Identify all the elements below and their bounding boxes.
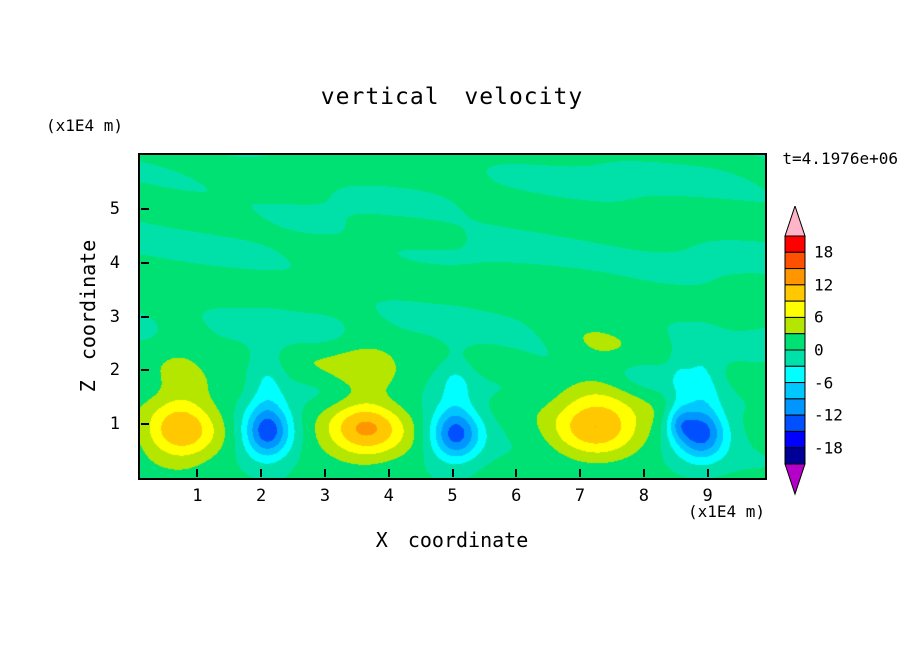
colorbar-segment bbox=[784, 284, 806, 302]
x-tick-label: 8 bbox=[638, 486, 649, 506]
x-tick-label: 9 bbox=[702, 486, 713, 506]
colorbar-segment bbox=[784, 382, 806, 400]
x-tick-label: 5 bbox=[447, 486, 458, 506]
y-tick-label: 4 bbox=[109, 252, 120, 273]
x-tick-mark bbox=[260, 469, 263, 477]
chart-title: vertical velocity bbox=[320, 84, 584, 110]
y-axis-title: Z coordinate bbox=[76, 239, 100, 393]
colorbar-label: -6 bbox=[814, 373, 834, 393]
x-axis-unit-label: (x1E4 m) bbox=[688, 502, 766, 521]
colorbar-label: -18 bbox=[814, 438, 843, 458]
x-tick-mark bbox=[387, 469, 390, 477]
colorbar-top-arrow bbox=[784, 206, 806, 237]
y-tick-mark bbox=[141, 207, 149, 210]
time-annotation: t=4.1976e+06 bbox=[782, 149, 898, 168]
colorbar-label: 12 bbox=[814, 275, 834, 295]
colorbar-segment bbox=[784, 349, 806, 367]
colorbar-segment bbox=[784, 333, 806, 351]
colorbar-segment bbox=[784, 316, 806, 335]
colorbar-segment bbox=[784, 251, 806, 270]
y-tick-label: 5 bbox=[109, 198, 120, 219]
colorbar-segment bbox=[784, 365, 806, 384]
x-tick-label: 6 bbox=[511, 486, 522, 506]
y-tick-mark bbox=[141, 315, 149, 318]
x-tick-mark bbox=[579, 469, 582, 477]
colorbar-segment bbox=[784, 430, 806, 449]
colorbar-segment bbox=[784, 300, 806, 318]
colorbar bbox=[784, 206, 806, 496]
x-tick-mark bbox=[196, 469, 199, 477]
colorbar-bottom-arrow bbox=[784, 463, 806, 496]
colorbar-label: 6 bbox=[814, 307, 824, 327]
x-tick-label: 4 bbox=[383, 486, 394, 506]
colorbar-label: 0 bbox=[814, 340, 824, 360]
x-tick-label: 7 bbox=[574, 486, 586, 506]
y-tick-mark bbox=[141, 423, 149, 426]
contour-plot-canvas bbox=[140, 155, 765, 478]
colorbar-segment bbox=[784, 235, 806, 253]
x-axis-title: X coordinate bbox=[375, 528, 529, 552]
colorbar-label: -12 bbox=[814, 405, 843, 425]
x-tick-mark bbox=[451, 469, 454, 477]
colorbar-segment bbox=[784, 398, 806, 416]
x-tick-mark bbox=[323, 469, 326, 477]
x-tick-mark bbox=[515, 469, 518, 477]
y-tick-label: 2 bbox=[109, 360, 120, 381]
colorbar-label: 18 bbox=[814, 242, 834, 262]
x-tick-label: 1 bbox=[192, 486, 203, 506]
y-tick-label: 3 bbox=[109, 306, 120, 327]
y-tick-label: 1 bbox=[109, 414, 120, 435]
colorbar-segment bbox=[784, 268, 806, 286]
y-tick-mark bbox=[141, 261, 149, 264]
colorbar-segment bbox=[784, 447, 806, 465]
x-tick-mark bbox=[642, 469, 645, 477]
colorbar-segment bbox=[784, 414, 806, 432]
x-tick-label: 2 bbox=[256, 486, 267, 506]
x-tick-mark bbox=[706, 469, 709, 477]
x-tick-label: 3 bbox=[319, 486, 331, 506]
y-tick-mark bbox=[141, 369, 149, 372]
y-axis-unit-label: (x1E4 m) bbox=[46, 116, 124, 135]
